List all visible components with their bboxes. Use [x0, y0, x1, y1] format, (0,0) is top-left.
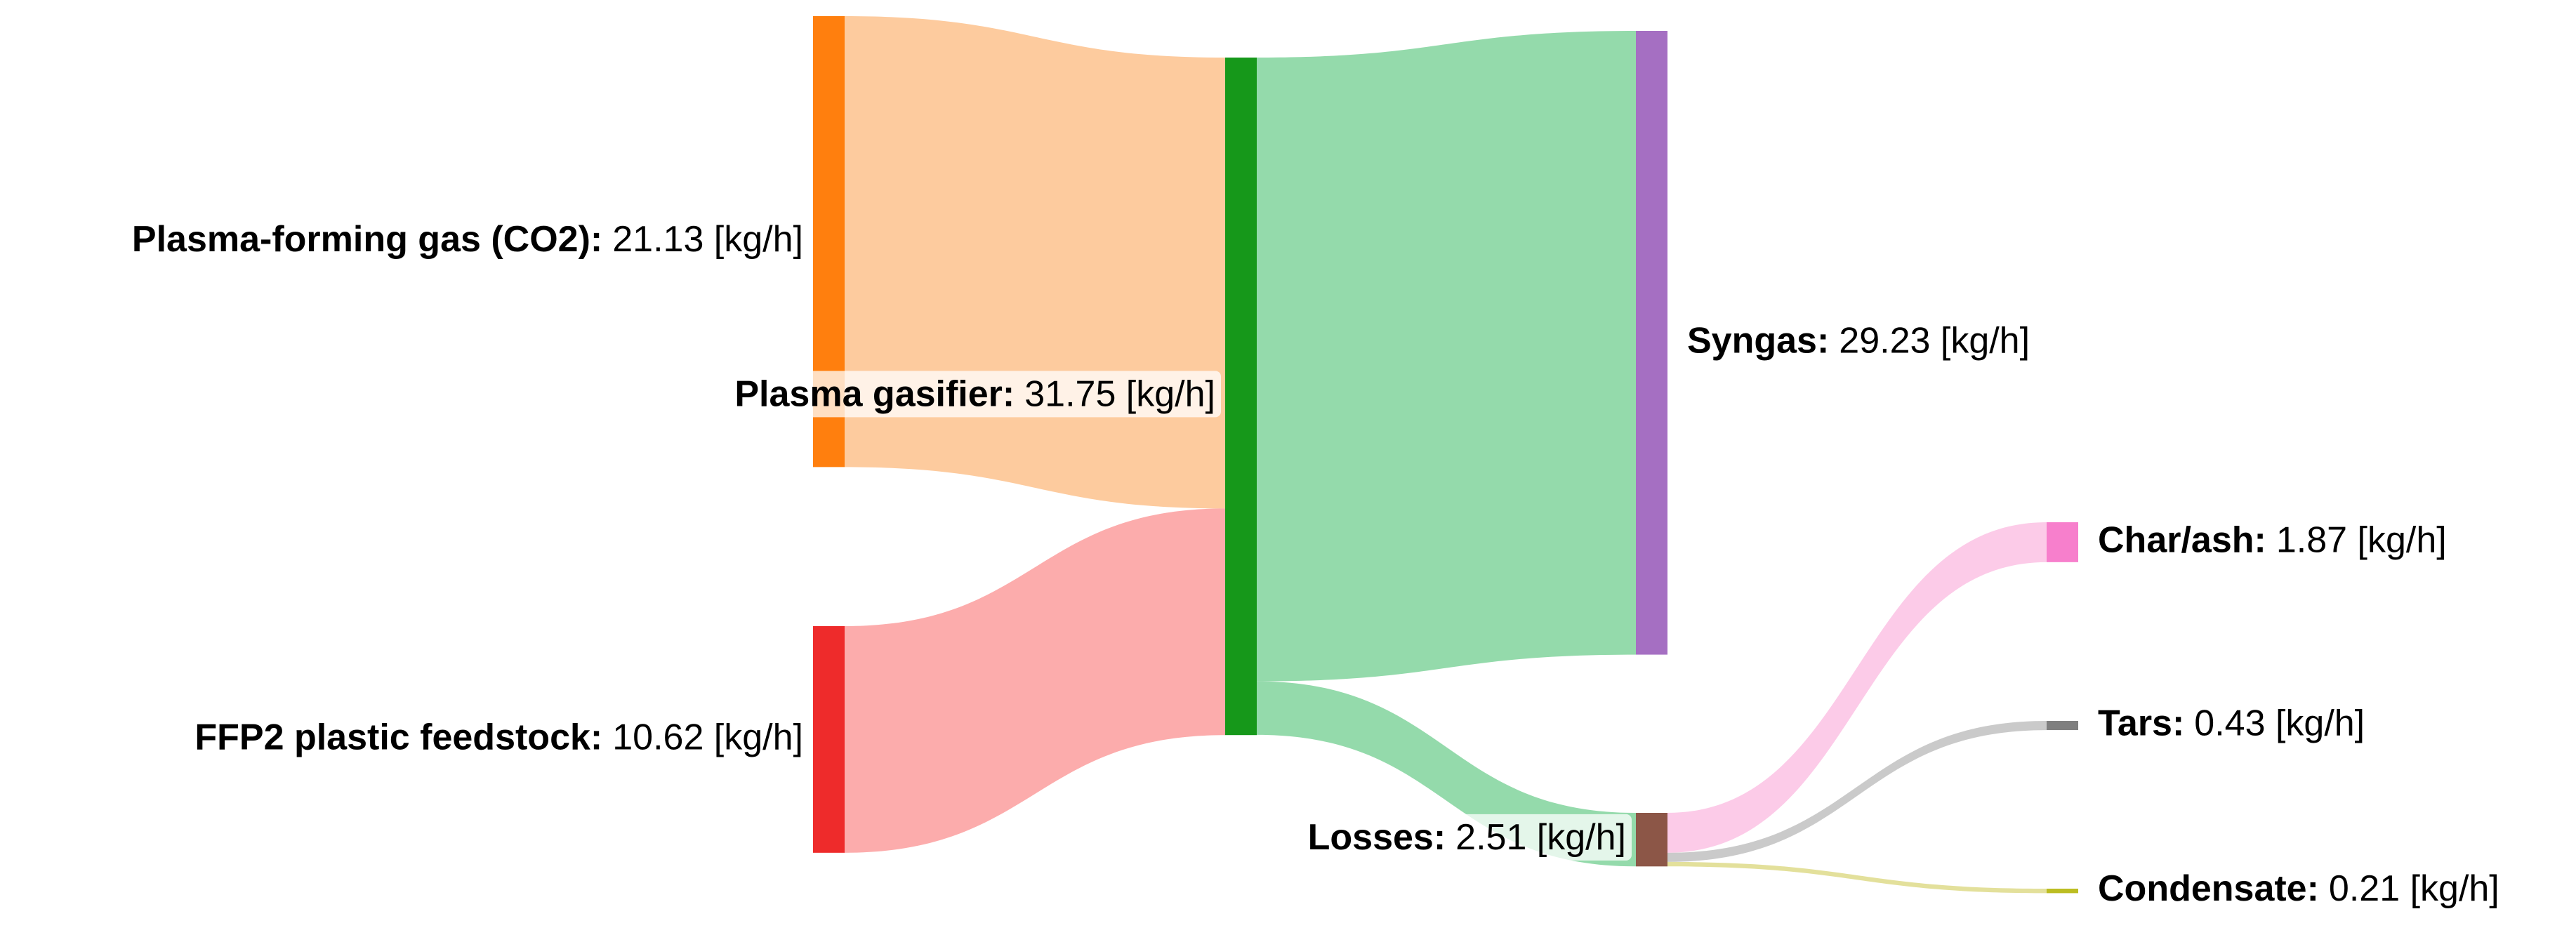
- label-background: [1682, 317, 2036, 364]
- links: [845, 16, 2047, 894]
- node-name: FFP2 plastic feedstock:: [194, 717, 602, 757]
- node: [813, 626, 845, 853]
- node-value: 1.87 [kg/h]: [2276, 519, 2447, 560]
- node-value: 2.51 [kg/h]: [1455, 817, 1626, 858]
- link: [1667, 522, 2047, 853]
- label-background: [1302, 814, 1632, 861]
- node-value: 10.62 [kg/h]: [612, 717, 803, 757]
- node-name: Losses:: [1308, 817, 1446, 858]
- link: [845, 508, 1225, 853]
- node-label: Condensate: 0.21 [kg/h]: [2098, 868, 2499, 909]
- labels: Plasma-forming gas (CO2): 21.13 [kg/h] FFP…: [126, 215, 2505, 912]
- node-label: FFP2 plastic feedstock: 10.62 [kg/h]: [194, 717, 803, 757]
- label-background: [189, 714, 809, 761]
- link: [1667, 861, 2047, 894]
- nodes: [813, 16, 2078, 894]
- node-label: Plasma gasifier: 31.75 [kg/h]: [734, 373, 1215, 414]
- node-value: 0.21 [kg/h]: [2329, 868, 2499, 909]
- link: [1667, 721, 2047, 862]
- node-name: Plasma-forming gas (CO2):: [132, 219, 602, 260]
- node-label: Syngas: 29.23 [kg/h]: [1687, 320, 2030, 361]
- node-value: 0.43 [kg/h]: [2194, 703, 2365, 743]
- node-name: Plasma gasifier:: [734, 373, 1015, 414]
- node: [2047, 889, 2078, 894]
- link: [1257, 31, 1636, 682]
- node-value: 31.75 [kg/h]: [1024, 373, 1215, 414]
- node-label: Plasma-forming gas (CO2): 21.13 [kg/h]: [132, 219, 803, 260]
- node-name: Syngas:: [1687, 320, 1829, 361]
- node-name: Condensate:: [2098, 868, 2319, 909]
- node-name: Tars:: [2098, 703, 2184, 743]
- link: [845, 16, 1225, 509]
- label-background: [2092, 700, 2371, 747]
- node-label: Tars: 0.43 [kg/h]: [2098, 703, 2365, 743]
- node: [1225, 58, 1257, 736]
- node: [2047, 721, 2078, 731]
- label-background: [2092, 517, 2452, 564]
- node: [1636, 813, 1667, 867]
- node-label: Losses: 2.51 [kg/h]: [1308, 817, 1626, 858]
- label-background: [126, 215, 809, 263]
- node-label: Char/ash: 1.87 [kg/h]: [2098, 519, 2447, 560]
- node-value: 29.23 [kg/h]: [1839, 320, 2030, 361]
- label-background: [729, 371, 1221, 418]
- node-value: 21.13 [kg/h]: [612, 219, 803, 260]
- label-background: [2092, 865, 2505, 912]
- node: [2047, 522, 2078, 562]
- node-name: Char/ash:: [2098, 519, 2266, 560]
- node: [1636, 31, 1667, 655]
